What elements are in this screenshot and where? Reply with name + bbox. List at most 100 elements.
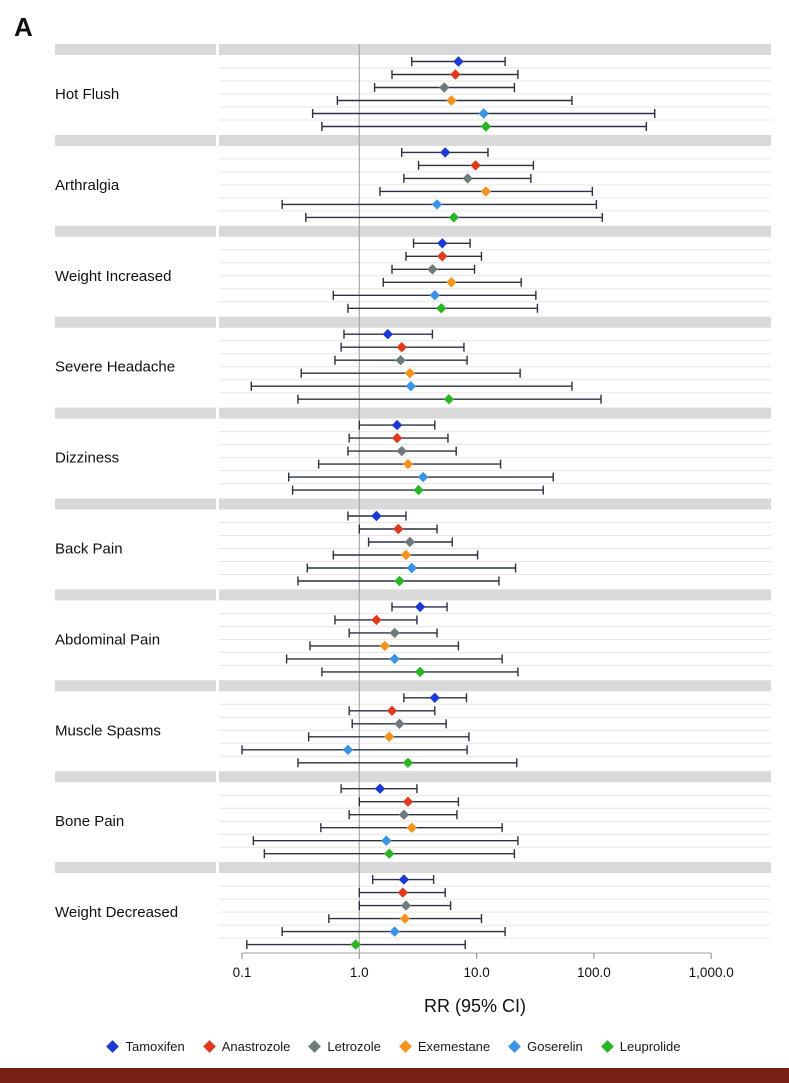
estimate-severe-headache-leuprolide (297, 394, 602, 405)
point-estimate (379, 640, 391, 652)
point-estimate (386, 705, 398, 716)
estimate-arthralgia-goserelin (281, 199, 598, 210)
legend-item-letrozole: Letrozole (308, 1036, 381, 1056)
category-band (219, 680, 771, 692)
point-estimate (436, 303, 447, 314)
point-estimate (440, 147, 451, 158)
estimate-marks (241, 56, 656, 950)
category-label-weight-increased: Weight Increased (55, 268, 171, 285)
point-estimate (398, 874, 410, 885)
estimate-dizziness-anastrozole (348, 432, 449, 444)
estimate-bone-pain-goserelin (252, 835, 519, 846)
estimate-hot-flush-tamoxifen (411, 56, 506, 67)
estimate-muscle-spasms-exemestane (307, 731, 470, 742)
point-estimate (391, 432, 403, 444)
estimate-bone-pain-tamoxifen (340, 783, 418, 794)
legend-swatch (600, 1039, 614, 1053)
point-estimate (404, 368, 416, 379)
estimate-muscle-spasms-anastrozole (348, 705, 436, 716)
legend-item-exemestane: Exemestane (399, 1036, 491, 1056)
estimate-weight-decreased-leuprolide (246, 939, 466, 950)
legend-label: Exemestane (417, 1038, 491, 1054)
estimate-dizziness-leuprolide (291, 484, 544, 496)
estimate-severe-headache-letrozole (334, 355, 468, 366)
estimate-hot-flush-exemestane (336, 95, 573, 106)
estimate-arthralgia-leuprolide (305, 212, 604, 223)
point-estimate (384, 848, 395, 859)
legend: Tamoxifen Anastrozole Letrozole Exemestane G… (0, 1036, 789, 1056)
estimate-weight-increased-tamoxifen (412, 238, 471, 249)
point-estimate (453, 56, 464, 67)
point-estimate (404, 536, 416, 548)
point-estimate (394, 718, 405, 729)
point-estimate (402, 458, 414, 470)
estimate-arthralgia-tamoxifen (401, 147, 489, 158)
estimate-weight-decreased-anastrozole (358, 887, 446, 898)
point-estimate (414, 666, 426, 678)
point-estimate (443, 394, 455, 405)
legend-item-tamoxifen: Tamoxifen (106, 1036, 185, 1056)
x-tick-label: 10.0 (463, 965, 489, 980)
point-estimate (391, 419, 403, 431)
point-estimate (400, 549, 412, 561)
point-estimate (462, 173, 473, 184)
estimate-back-pain-goserelin (306, 562, 517, 574)
x-axis: 0.1 1.0 10.0 100.0 1,000.0 RR (95% CI) (233, 952, 734, 1016)
point-estimate (417, 471, 429, 483)
category-band (219, 407, 771, 419)
point-estimate (427, 264, 438, 275)
estimate-back-pain-anastrozole (358, 523, 438, 535)
category-band (219, 225, 771, 237)
legend-swatch (106, 1039, 120, 1053)
estimate-severe-headache-goserelin (250, 381, 573, 392)
estimate-weight-decreased-exemestane (328, 913, 483, 924)
estimate-hot-flush-anastrozole (391, 69, 519, 80)
estimate-dizziness-exemestane (317, 458, 502, 470)
estimate-bone-pain-leuprolide (263, 848, 516, 859)
point-estimate (414, 601, 426, 613)
point-estimate (389, 627, 400, 639)
point-estimate (402, 796, 414, 807)
row-lines (219, 67, 771, 939)
estimate-severe-headache-anastrozole (340, 342, 465, 353)
category-label-back-pain: Back Pain (55, 541, 123, 558)
point-estimate (389, 926, 400, 937)
category-band-label-part (55, 407, 216, 419)
legend-swatch (508, 1039, 522, 1053)
point-estimate (394, 575, 405, 587)
legend-item-goserelin: Goserelin (508, 1036, 583, 1056)
x-axis-title: RR (95% CI) (424, 996, 526, 1016)
estimate-abdominal-pain-tamoxifen (391, 601, 448, 613)
estimate-weight-increased-leuprolide (347, 303, 539, 314)
category-label-bone-pain: Bone Pain (55, 813, 124, 830)
estimate-severe-headache-tamoxifen (343, 329, 434, 340)
estimate-abdominal-pain-anastrozole (334, 614, 418, 626)
estimate-weight-decreased-letrozole (358, 900, 452, 911)
category-band (219, 771, 771, 783)
legend-label: Leuprolide (619, 1038, 681, 1054)
point-estimate (398, 809, 410, 820)
legend-item-leuprolide: Leuprolide (600, 1036, 681, 1056)
point-estimate (399, 913, 411, 924)
category-band (219, 44, 771, 55)
estimate-weight-increased-letrozole (391, 264, 476, 275)
point-estimate (431, 199, 443, 210)
category-band-label-part (55, 225, 216, 237)
estimate-severe-headache-exemestane (300, 368, 521, 379)
point-estimate (397, 887, 409, 898)
estimate-weight-increased-anastrozole (405, 251, 483, 262)
estimate-muscle-spasms-letrozole (351, 718, 447, 729)
legend-label: Anastrozole (221, 1038, 291, 1054)
estimate-hot-flush-goserelin (311, 108, 656, 119)
category-band-label-part (55, 316, 216, 328)
point-estimate (439, 82, 450, 93)
category-band (219, 498, 771, 510)
point-estimate (437, 238, 448, 249)
legend-label: Tamoxifen (125, 1038, 185, 1054)
point-estimate (382, 329, 394, 340)
category-band (219, 589, 771, 601)
category-label-abdominal-pain: Abdominal Pain (55, 631, 160, 648)
point-estimate (396, 342, 407, 353)
x-tick-label: 1.0 (350, 965, 369, 980)
bottom-bar (0, 1068, 789, 1083)
